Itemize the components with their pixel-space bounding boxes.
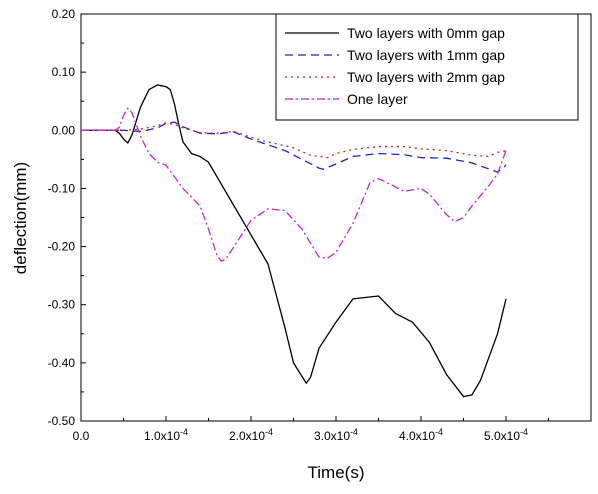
y-tick-label: -0.40 [48,356,76,370]
legend: Two layers with 0mm gap Two layers with 1… [275,13,579,121]
series-line-4 [81,107,507,262]
legend-label-3: Two layers with 2mm gap [347,69,505,85]
y-axis: -0.50 -0.40 -0.30 -0.20 -0.10 0.00 0.10 0.20 [48,7,86,428]
legend-box [275,13,579,121]
x-axis: 0.0 1.0x10-4 2.0x10-4 3.0x10-4 4.0x10-4 5.0x1… [73,416,549,443]
y-tick-label: 0.00 [52,123,76,137]
x-tick-label: 1.0x10-4 [144,427,188,443]
legend-label-2: Two layers with 1mm gap [347,47,505,63]
x-tick-label: 0.0 [73,429,90,443]
y-tick-label: -0.20 [48,240,76,254]
y-tick-label: -0.50 [48,414,76,428]
y-tick-label: -0.30 [48,298,76,312]
x-tick-label: 2.0x10-4 [229,427,273,443]
y-tick-label: 0.20 [52,7,76,21]
legend-label-4: One layer [347,91,408,107]
x-tick-label: 5.0x10-4 [484,427,528,443]
x-tick-label: 3.0x10-4 [314,427,358,443]
y-tick-label: -0.10 [48,181,76,195]
series-line-1 [81,84,507,398]
legend-label-1: Two layers with 0mm gap [347,25,505,41]
x-axis-title: Time(s) [308,463,365,482]
series-line-3 [81,122,507,159]
series-layer [81,84,507,398]
y-tick-label: 0.10 [52,65,76,79]
x-tick-label: 4.0x10-4 [399,427,443,443]
series-line-2 [81,121,507,173]
y-axis-title: deflection(mm) [11,162,30,274]
